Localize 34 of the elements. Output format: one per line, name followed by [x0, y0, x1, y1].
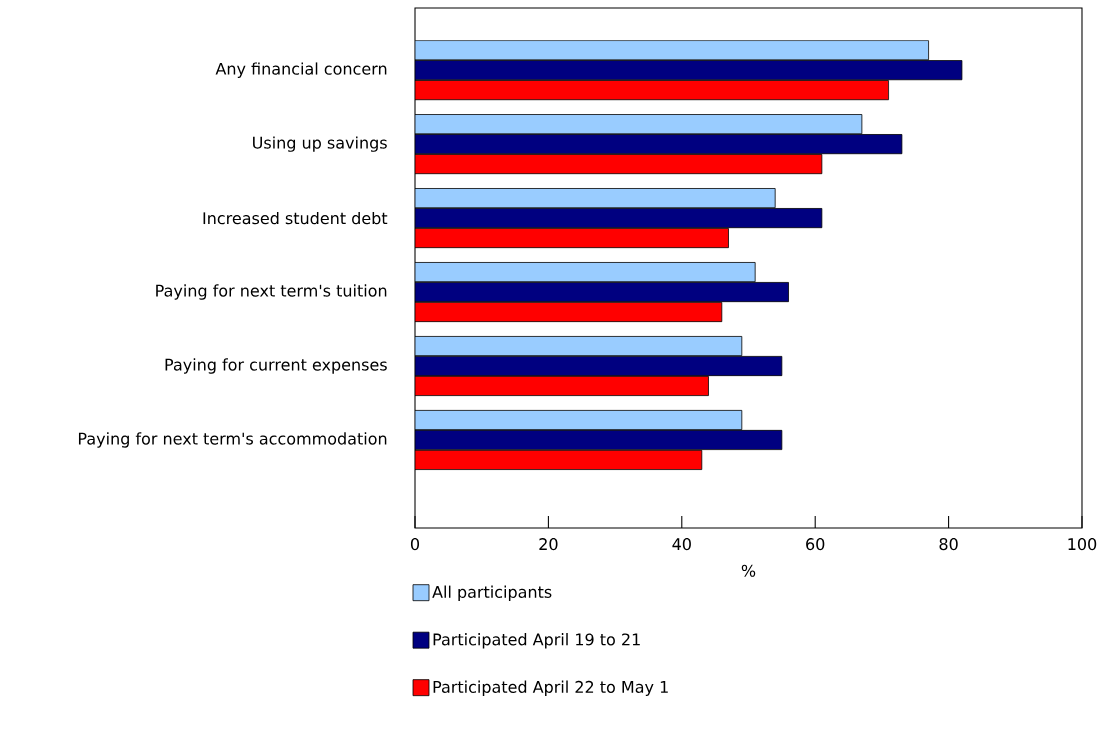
legend-label: Participated April 19 to 21 [433, 633, 640, 649]
legend-label: Participated April 22 to May 1 [433, 680, 668, 697]
x-axis-title: % [741, 564, 756, 577]
y-tick-label: Paying for next term's tuition [156, 284, 387, 300]
bar [415, 208, 823, 229]
bar [415, 449, 703, 470]
bar [415, 154, 823, 175]
x-tick-label: 20 [539, 538, 558, 551]
bar [415, 134, 903, 155]
y-tick-label: Paying for next term's accommodation [78, 432, 387, 448]
bar [415, 302, 723, 323]
y-tick-label: Using up savings [253, 136, 387, 152]
y-tick-label: Paying for current expenses [165, 358, 387, 374]
bar [415, 429, 783, 450]
y-tick-label: Any financial concern [215, 62, 387, 78]
x-tick-label: 0 [410, 538, 420, 551]
bar [415, 114, 863, 135]
bar [415, 375, 709, 397]
bar [415, 80, 889, 101]
bar [415, 356, 783, 377]
bar [415, 336, 743, 357]
x-tick-label: 40 [672, 538, 691, 551]
bar [415, 60, 963, 81]
x-tick-label: 100 [1068, 538, 1097, 551]
legend-label: All participants [432, 585, 552, 602]
bar [415, 409, 743, 431]
y-tick-label: Increased student debt [203, 211, 388, 225]
bar [415, 40, 929, 61]
x-tick-label: 60 [806, 538, 825, 551]
bar [415, 188, 776, 209]
x-tick-label: 80 [939, 538, 958, 551]
bar [415, 228, 729, 249]
bar [415, 262, 756, 283]
bar [415, 282, 789, 303]
